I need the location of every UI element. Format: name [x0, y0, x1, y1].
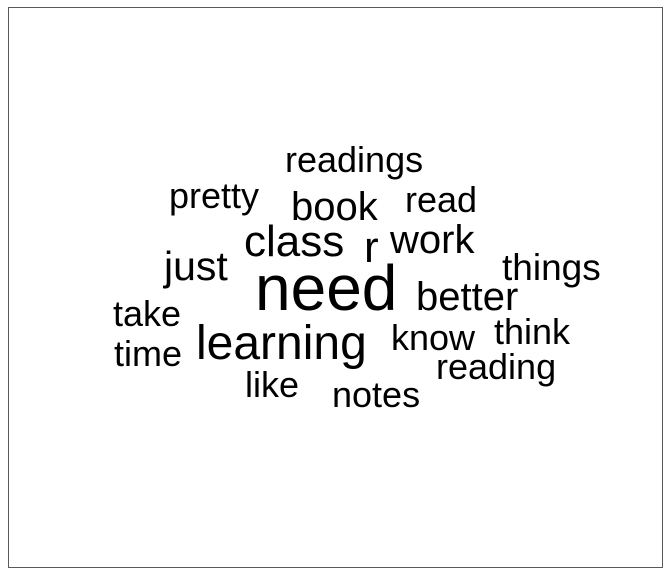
word-work: work — [390, 218, 475, 262]
word-class: class — [244, 217, 345, 266]
word-take: take — [113, 293, 182, 334]
word-notes: notes — [332, 374, 421, 415]
word-think: think — [494, 311, 571, 352]
word-pretty: pretty — [169, 175, 260, 216]
word-book: book — [291, 185, 378, 229]
word-things: things — [502, 247, 601, 288]
word-need: need — [255, 252, 398, 324]
word-better: better — [416, 275, 519, 319]
word-readings: readings — [285, 139, 424, 180]
word-read: read — [405, 179, 478, 220]
word-time: time — [114, 333, 183, 374]
word-like: like — [245, 364, 300, 405]
word-r: r — [364, 223, 379, 272]
word-just: just — [164, 243, 228, 289]
word-reading: reading — [436, 346, 557, 387]
word-learning: learning — [196, 317, 367, 370]
word-know: know — [391, 317, 476, 358]
plot-frame — [8, 7, 663, 568]
